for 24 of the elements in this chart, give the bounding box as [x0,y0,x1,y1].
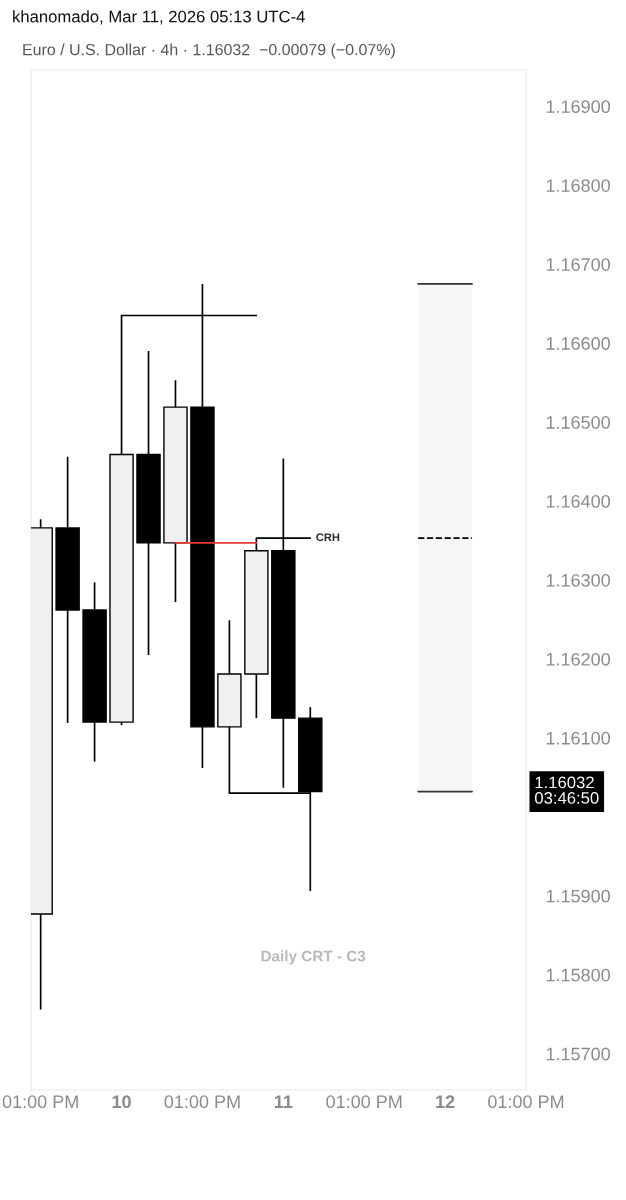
x-tick-label: 12 [436,1095,455,1108]
annotation: CRH [316,533,340,542]
x-tick-label: 01:00 PM [2,1095,78,1109]
x-tick-label: 01:00 PM [326,1095,402,1109]
y-tick-label: 1.16700 [546,258,610,271]
y-tick-label: 1.16500 [546,416,610,429]
y-tick-label: 1.15800 [546,968,610,982]
chart-subtitle: Euro / U.S. Dollar · 4h · 1.16032 −0.00079 (−0.07%) [23,43,395,59]
y-tick-label: 1.16300 [546,573,610,587]
y-tick-label: 1.16600 [546,337,610,350]
annotation: Daily CRT - C3 [261,950,366,965]
y-tick-label: 1.16800 [546,179,610,192]
chart-title: khanomado, Mar 11, 2026 05:13 UTC-4 [13,10,305,25]
y-tick-label: 1.16100 [546,731,610,745]
y-tick-label: 1.16400 [546,494,610,508]
x-tick-label: 11 [274,1095,293,1108]
x-tick-label: 01:00 PM [488,1095,564,1109]
text: 1.16032 03:46:50 [534,776,599,804]
x-tick-label: 01:00 PM [164,1095,240,1109]
y-tick-label: 1.16900 [546,100,610,114]
y-tick-label: 1.15700 [546,1047,610,1061]
y-tick-label: 1.15900 [546,889,610,903]
x-tick-label: 10 [112,1095,131,1109]
y-tick-label: 1.16200 [546,652,610,666]
